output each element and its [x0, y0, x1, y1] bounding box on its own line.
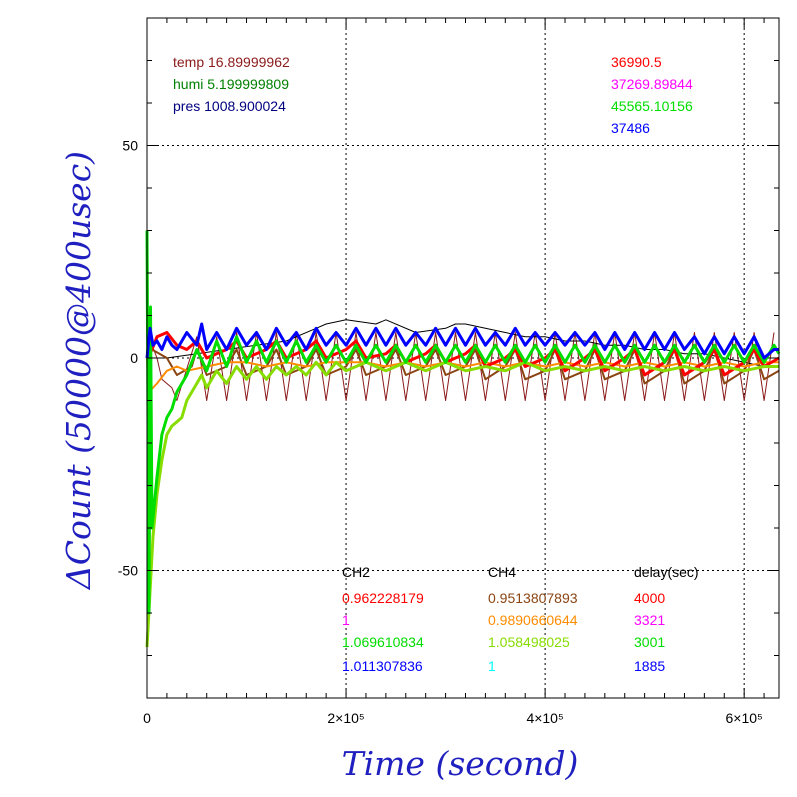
series-lines — [145, 230, 781, 648]
mean-count-1: 36990.5 — [611, 54, 662, 70]
series-line-6 — [145, 230, 781, 615]
x-tick-label-3: 6×10⁵ — [725, 710, 762, 726]
y-tick-label-1: 0 — [130, 350, 138, 366]
humi-reading: humi 5.199999809 — [173, 76, 289, 92]
mean-count-2: 37269.89844 — [611, 76, 693, 92]
ch2-ratio-3: 1.069610834 — [342, 634, 424, 650]
ch2-ratio-2: 1 — [342, 612, 350, 628]
delay-2: 3321 — [634, 612, 665, 628]
delay-1: 4000 — [634, 590, 665, 606]
series-line-5 — [145, 360, 779, 648]
x-tick-label-0: 0 — [143, 710, 151, 726]
pres-reading: pres 1008.900024 — [173, 98, 286, 114]
temp-reading: temp 16.89999962 — [173, 54, 290, 70]
delay-3: 3001 — [634, 634, 665, 650]
tick-labels: 0 2×10⁵ 4×10⁵ 6×10⁵ -50 0 50 — [118, 138, 763, 727]
y-axis-title: ΔCount (50000@400usec) — [59, 151, 98, 591]
ch2-ratio-4: 1.011307836 — [342, 658, 423, 674]
mean-counts: 36990.5 37269.89844 45565.10156 37486 — [611, 54, 693, 136]
series-line-0 — [146, 332, 775, 401]
ch4-ratio-1: 0.9513807893 — [488, 590, 578, 606]
axis-ticks — [147, 18, 779, 698]
table-header-ch4: CH4 — [488, 564, 516, 580]
table-header-delay: delay(sec) — [634, 564, 699, 580]
ch4-ratio-4: 1 — [488, 658, 496, 674]
series-line-1 — [147, 319, 779, 367]
y-tick-label-0: -50 — [118, 563, 138, 579]
table-header-ch2: CH2 — [342, 564, 370, 580]
ratio-table: CH2 CH4 delay(sec) 0.962228179 0.9513807… — [342, 564, 699, 674]
ch4-ratio-3: 1.058498025 — [488, 634, 570, 650]
delay-4: 1885 — [634, 658, 665, 674]
env-readings: temp 16.89999962 humi 5.199999809 pres 1… — [173, 54, 290, 114]
ch2-ratio-1: 0.962228179 — [342, 590, 424, 606]
series-line-7 — [145, 322, 779, 360]
ch4-ratio-2: 0.9890660644 — [488, 612, 578, 628]
x-tick-label-2: 4×10⁵ — [526, 710, 563, 726]
x-axis-title: Time (second) — [342, 744, 579, 783]
mean-count-3: 45565.10156 — [611, 98, 693, 114]
x-tick-label-1: 2×10⁵ — [327, 710, 364, 726]
mean-count-4: 37486 — [611, 120, 650, 136]
y-tick-label-2: 50 — [122, 138, 138, 154]
